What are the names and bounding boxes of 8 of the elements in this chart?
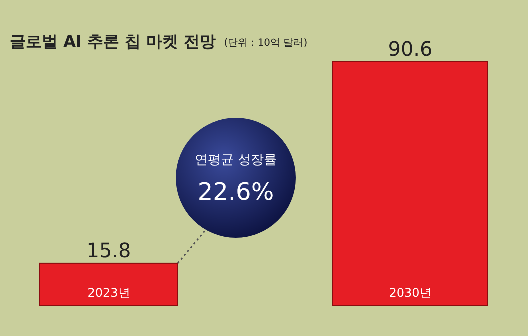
annotation: 연평균 성장률 [194, 153, 278, 168]
annotation: 22.6% [198, 178, 274, 206]
x-tick-label: 2030년 [389, 286, 432, 300]
chart-title: 글로벌 AI 추론 칩 마켓 전망 [10, 32, 216, 51]
x-tick-label: 2023년 [88, 286, 130, 300]
data-label: 90.6 [388, 37, 433, 61]
chart-subtitle: (단위 : 10억 달러) [224, 38, 308, 49]
data-label: 15.8 [86, 238, 132, 262]
